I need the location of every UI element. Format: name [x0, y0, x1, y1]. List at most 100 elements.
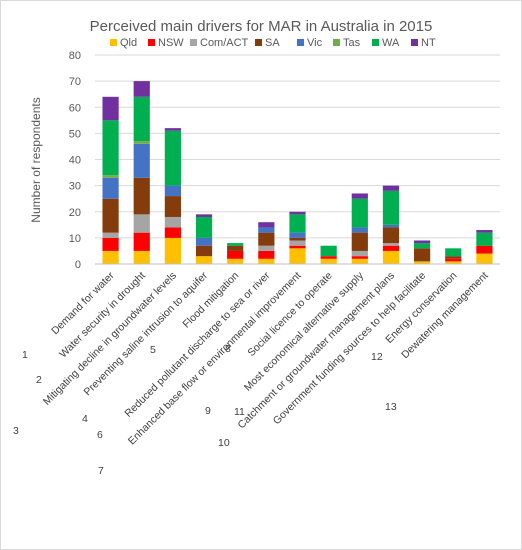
legend: Qld NSW Com/ACT SA Vic Tas WA NT	[110, 37, 436, 49]
bar-segment-vic	[195, 237, 213, 246]
bar-segment-wa	[289, 214, 306, 233]
bar-segment-com-act	[258, 245, 275, 251]
bar-segment-wa	[445, 248, 462, 257]
legend-swatch	[372, 39, 379, 46]
bar-segment-sa	[102, 198, 119, 233]
bar-segment-qld	[195, 256, 213, 264]
bar-segment-qld	[320, 258, 337, 264]
bar-segment-sa	[414, 248, 431, 262]
y-tick-label: 50	[69, 128, 81, 140]
bar-segment-nt	[382, 185, 400, 191]
legend-label: SA	[265, 37, 280, 49]
legend-label: NSW	[158, 37, 184, 49]
bar-segment-nt	[351, 193, 368, 199]
bar-segment-tas	[102, 175, 119, 178]
legend-swatch	[110, 39, 117, 46]
bar-segment-qld	[133, 250, 150, 264]
category-number: 1	[22, 349, 28, 361]
chart-title: Perceived main drivers for MAR in Austra…	[90, 18, 433, 35]
bar-segment-nsw	[258, 250, 275, 259]
bar-segment-nt	[102, 96, 119, 121]
bar-segment-nt	[414, 240, 431, 244]
legend-label: Qld	[120, 37, 137, 49]
y-tick-label: 30	[69, 181, 81, 193]
y-tick-label: 60	[69, 102, 81, 114]
bar-segment-sa	[227, 245, 244, 251]
bar-segment-vic	[164, 185, 181, 197]
bar-segment-nt	[133, 81, 150, 97]
bar-segment-sa	[351, 232, 368, 251]
bar-segment-nsw	[164, 227, 181, 238]
bar-segment-qld	[102, 250, 119, 264]
category-number: 10	[218, 437, 230, 449]
bar-segment-qld	[476, 253, 493, 264]
bar-segment-nsw	[133, 232, 150, 251]
y-tick-label: 80	[69, 50, 81, 62]
y-axis-ticks: 0 10 20 30 40 50 60 70 80	[69, 50, 81, 271]
y-axis-title: Number of respondents	[29, 97, 43, 222]
bar-segment-wa	[320, 245, 337, 257]
legend-label: Tas	[343, 37, 361, 49]
bar-segment-nt	[258, 222, 275, 228]
legend-swatch	[411, 39, 418, 46]
bar-segment-com-act	[382, 243, 400, 246]
y-tick-label: 20	[69, 207, 81, 219]
bar-segment-tas	[133, 141, 150, 144]
bar-segment-wa	[414, 243, 431, 249]
bar-segment-nsw	[289, 245, 306, 249]
bar-segment-nt	[164, 128, 181, 131]
bar-segment-nt	[195, 214, 213, 217]
y-tick-label: 10	[69, 233, 81, 245]
bar-segment-qld	[258, 258, 275, 264]
bar-segment-vic	[133, 143, 150, 178]
legend-label: Vic	[307, 37, 323, 49]
bar-segment-qld	[414, 261, 431, 264]
bar-segment-wa	[476, 232, 493, 246]
bar-segment-wa	[227, 243, 244, 246]
bar-segment-sa	[133, 177, 150, 215]
bar-segment-vic	[289, 232, 306, 238]
y-tick-label: 0	[75, 259, 81, 271]
bar-segment-com-act	[351, 250, 368, 257]
bar-segment-wa	[133, 96, 150, 142]
bar-segment-qld	[164, 237, 181, 264]
category-number: 7	[98, 465, 104, 477]
legend-label: WA	[382, 37, 400, 49]
bar-segment-nt	[476, 230, 493, 233]
bar-segment-qld	[351, 258, 368, 264]
category-number: 13	[385, 401, 397, 413]
bar-segment-vic	[382, 224, 400, 228]
bar-segment-nsw	[351, 256, 368, 259]
bar-segment-sa	[195, 245, 213, 257]
legend-swatch	[297, 39, 304, 46]
bar-segment-sa	[382, 227, 400, 244]
bar-segment-wa	[102, 120, 119, 176]
bar-segment-sa	[289, 237, 306, 241]
category-number: 6	[97, 429, 103, 441]
category-number: 8	[225, 343, 231, 355]
bar-segment-sa	[258, 232, 275, 246]
category-number: 12	[371, 351, 383, 363]
bar-segment-qld	[289, 248, 306, 264]
legend-label: NT	[421, 37, 436, 49]
legend-swatch	[333, 39, 340, 46]
legend-swatch	[190, 39, 197, 46]
y-tick-label: 40	[69, 155, 81, 167]
legend-swatch	[255, 39, 262, 46]
bar-segment-qld	[382, 250, 400, 264]
category-number: 9	[205, 405, 211, 417]
bar-segment-nsw	[102, 237, 119, 251]
bar-segment-nt	[289, 211, 306, 215]
category-number: 11	[234, 406, 245, 418]
category-number: 3	[13, 425, 19, 437]
bar-segment-vic	[258, 227, 275, 233]
bar-segment-com-act	[289, 240, 306, 246]
category-number: 5	[150, 344, 156, 356]
category-number: 2	[36, 374, 42, 386]
bar-segment-com-act	[102, 232, 119, 238]
legend-label: Com/ACT	[200, 37, 249, 49]
bar-segment-nsw	[320, 256, 337, 259]
